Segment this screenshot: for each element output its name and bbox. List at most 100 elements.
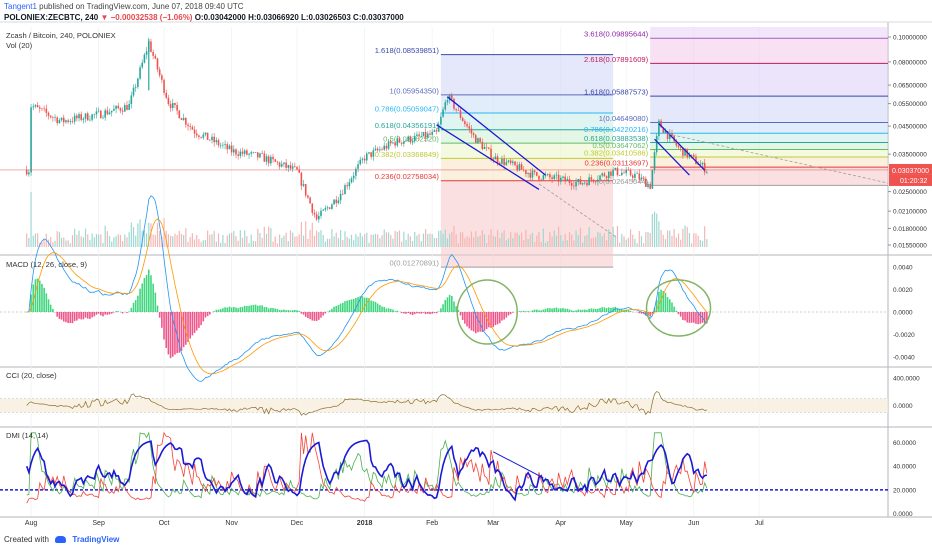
macd-histogram-bar: [104, 312, 106, 315]
macd-histogram-bar: [95, 312, 98, 315]
volume-bar: [89, 239, 91, 247]
volume-bar: [560, 235, 562, 247]
macd-histogram-bar: [246, 305, 248, 312]
tradingview-brand-link[interactable]: TradingView: [72, 535, 120, 544]
candle-body: [32, 106, 35, 108]
candle-body: [677, 145, 680, 148]
macd-histogram-bar: [193, 312, 196, 334]
macd-histogram-bar: [518, 311, 521, 312]
time-tick-label: Nov: [225, 520, 238, 527]
candle-body: [706, 172, 708, 173]
volume-bar: [699, 240, 701, 247]
fib-level-label: 0(0.01270891): [389, 259, 439, 268]
macd-histogram-bar: [365, 297, 368, 312]
candle-body: [25, 169, 28, 175]
candle-body: [405, 140, 407, 142]
macd-histogram-bar: [215, 309, 218, 312]
macd-histogram-bar: [318, 312, 320, 320]
volume-bar: [582, 242, 584, 247]
volume-bar: [438, 230, 440, 247]
volume-bar: [52, 242, 54, 247]
macd-histogram-bar: [629, 310, 632, 312]
macd-histogram-bar: [337, 305, 340, 312]
volume-bar: [265, 233, 268, 247]
volume-bar: [274, 236, 276, 247]
macd-histogram-bar: [60, 312, 63, 320]
macd-histogram-bar: [270, 307, 272, 312]
author-link[interactable]: Tangent1: [4, 2, 37, 11]
candle-body: [507, 160, 510, 162]
candle-body: [246, 150, 248, 155]
macd-histogram-bar: [294, 309, 296, 312]
macd-histogram-bar: [313, 312, 316, 321]
macd-histogram-bar: [496, 312, 499, 325]
candle-body: [396, 138, 399, 146]
macd-histogram-bar: [566, 308, 569, 312]
macd-histogram-bar: [394, 311, 396, 312]
time-tick-label: Jul: [755, 520, 764, 527]
volume-bar: [691, 243, 693, 247]
volume-bar: [113, 237, 115, 247]
volume-bar: [621, 233, 623, 247]
volume-bar: [355, 234, 357, 247]
volume-bar: [518, 235, 520, 247]
candle-body: [233, 149, 235, 153]
macd-histogram-bar: [169, 312, 172, 359]
volume-bar: [664, 239, 667, 247]
volume-bar: [278, 234, 281, 247]
volume-bar: [169, 235, 172, 247]
volume-bar: [111, 241, 113, 247]
volume-bar: [396, 231, 398, 247]
macd-histogram-bar: [389, 308, 392, 312]
volume-bar: [429, 233, 431, 247]
candle-body: [43, 108, 45, 110]
macd-histogram-bar: [161, 312, 163, 328]
volume-bar: [605, 240, 608, 247]
volume-bar: [71, 235, 74, 247]
macd-histogram-bar: [156, 305, 159, 312]
volume-bar: [466, 236, 468, 247]
macd-histogram-bar: [145, 274, 148, 312]
macd-histogram-bar: [280, 310, 283, 312]
candle-body: [427, 133, 429, 138]
volume-bar: [74, 228, 76, 247]
candle-body: [570, 183, 573, 186]
candle-body: [501, 158, 503, 164]
macd-histogram-bar: [466, 312, 468, 327]
volume-bar: [479, 235, 481, 247]
macd-histogram-bar: [453, 301, 455, 312]
candle-body: [625, 169, 627, 174]
macd-signal-line: [26, 218, 708, 375]
price-tick-label: 0.01800000: [893, 226, 927, 233]
macd-histogram-bar: [527, 311, 529, 312]
candle-body: [379, 149, 381, 151]
candle-body: [623, 172, 625, 174]
candle-body: [241, 151, 244, 154]
volume-bar: [350, 234, 353, 247]
last-price-label: 0.03037000: [892, 168, 929, 175]
dmi-tick-label: 20.0000: [893, 487, 917, 494]
macd-histogram-bar: [209, 312, 211, 315]
volume-bar: [337, 237, 340, 247]
volume-bar: [318, 232, 320, 247]
macd-histogram-bar: [265, 307, 268, 312]
candle-body: [128, 104, 130, 110]
volume-bar: [152, 234, 154, 247]
macd-tick-label: -0.0040: [893, 355, 915, 362]
volume-bar: [483, 234, 486, 247]
candle-body: [492, 159, 495, 160]
macd-histogram-bar: [579, 309, 582, 312]
trend-projection-2: [667, 133, 889, 184]
macd-histogram-bar: [71, 312, 74, 324]
macd-histogram-bar: [285, 310, 287, 312]
macd-histogram-bar: [191, 312, 194, 336]
volume-bar: [475, 231, 477, 247]
macd-histogram-bar: [30, 294, 32, 312]
candle-body: [342, 193, 344, 195]
macd-histogram-bar: [494, 312, 497, 326]
volume-bar: [636, 243, 638, 247]
candle-body: [660, 120, 662, 128]
macd-histogram-bar: [331, 308, 333, 312]
candle-body: [461, 117, 464, 122]
volume-bar: [449, 233, 451, 247]
